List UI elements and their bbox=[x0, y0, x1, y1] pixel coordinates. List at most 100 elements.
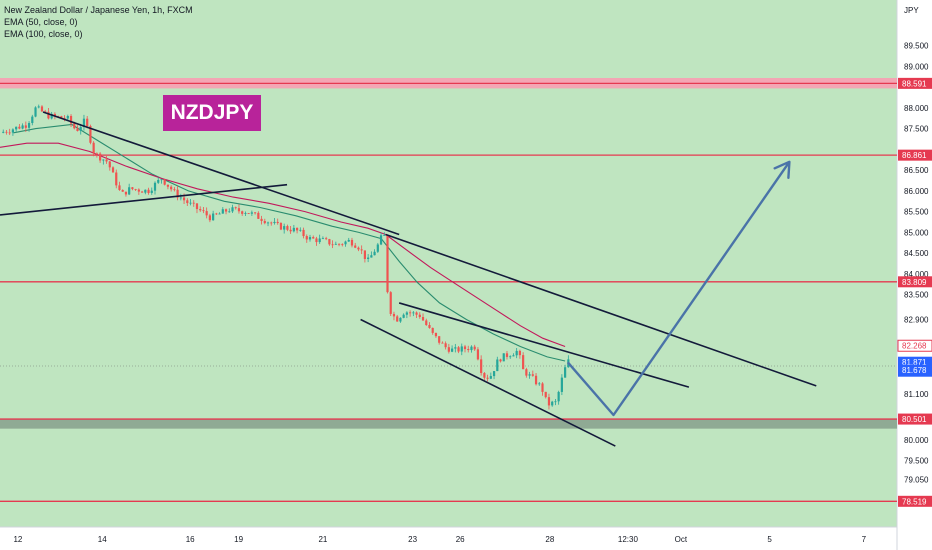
candle-body-132 bbox=[428, 324, 431, 328]
candle-body-151 bbox=[489, 376, 492, 379]
candle-body-88 bbox=[286, 226, 289, 230]
trend-line-1 bbox=[0, 183, 288, 216]
price-tick-0: 89.500 bbox=[904, 42, 929, 51]
candle-body-114 bbox=[370, 255, 373, 258]
trend-line-3 bbox=[398, 302, 690, 388]
price-tick-12: 81.100 bbox=[904, 390, 929, 399]
candle-body-134 bbox=[434, 332, 438, 337]
price-label-box-5 bbox=[898, 364, 932, 376]
price-label-box-0 bbox=[898, 77, 932, 89]
candle-body-172 bbox=[557, 391, 560, 402]
candle-body-11 bbox=[37, 106, 40, 108]
candle-body-28 bbox=[92, 142, 95, 154]
candle-body-152 bbox=[492, 371, 496, 377]
price-tick-3: 87.500 bbox=[904, 125, 929, 134]
candle-body-92 bbox=[299, 229, 302, 231]
candle-body-75 bbox=[244, 213, 247, 214]
chart-legend[interactable]: New Zealand Dollar / Japanese Yen, 1h, F… bbox=[4, 4, 193, 40]
projection-path bbox=[566, 161, 791, 417]
candle-body-34 bbox=[111, 167, 115, 173]
candle-body-113 bbox=[367, 257, 370, 259]
ema50-line bbox=[13, 123, 566, 362]
price-axis: 89.500 89.000 88.000 87.500 86.500 86.000 85.5… bbox=[904, 42, 929, 485]
price-labels: 88.59186.86183.80982.26881.87109:4981.67… bbox=[897, 77, 932, 507]
candle-body-1 bbox=[5, 131, 8, 133]
candle-body-141 bbox=[457, 347, 460, 352]
candle-body-126 bbox=[409, 312, 412, 314]
legend-ema50: EMA (50, close, 0) bbox=[4, 17, 78, 27]
candle-body-135 bbox=[438, 336, 441, 343]
candle-body-96 bbox=[312, 237, 315, 239]
candle-body-140 bbox=[454, 347, 457, 349]
candle-body-76 bbox=[247, 213, 250, 214]
candle-body-50 bbox=[163, 179, 166, 185]
candle-body-112 bbox=[363, 250, 366, 259]
candle-body-9 bbox=[31, 116, 34, 124]
candle-body-146 bbox=[473, 346, 476, 350]
candle-body-68 bbox=[221, 209, 224, 214]
candle-body-21 bbox=[69, 115, 73, 124]
candle-body-19 bbox=[63, 117, 66, 119]
candle-body-46 bbox=[150, 190, 153, 193]
projection-layer bbox=[566, 160, 791, 417]
candle-body-22 bbox=[73, 123, 76, 129]
candle-body-105 bbox=[341, 244, 344, 246]
candle-body-111 bbox=[360, 249, 363, 251]
candle-body-16 bbox=[53, 113, 56, 117]
candle-body-52 bbox=[170, 186, 173, 190]
candle-body-161 bbox=[522, 355, 525, 370]
candle-body-26 bbox=[86, 118, 89, 126]
candle-body-25 bbox=[82, 118, 86, 128]
time-scale-background[interactable] bbox=[0, 527, 897, 550]
legend-symbol: New Zealand Dollar / Japanese Yen, 1h, F… bbox=[4, 5, 193, 15]
candle-body-82 bbox=[266, 222, 270, 224]
time-tick-5: 23 bbox=[408, 535, 417, 544]
candle-body-137 bbox=[444, 343, 447, 348]
candle-body-81 bbox=[263, 220, 266, 224]
candle-body-159 bbox=[515, 350, 518, 356]
candle-body-56 bbox=[182, 197, 186, 201]
candle-body-139 bbox=[450, 348, 454, 352]
candle-body-158 bbox=[512, 355, 515, 357]
candle-body-6 bbox=[21, 125, 24, 129]
candle-body-115 bbox=[373, 251, 376, 256]
candle-body-36 bbox=[118, 185, 121, 190]
price-tick-1: 89.000 bbox=[904, 62, 929, 71]
candle-body-124 bbox=[402, 314, 405, 318]
time-tick-3: 19 bbox=[234, 535, 243, 544]
candle-body-143 bbox=[463, 346, 467, 350]
time-tick-1: 14 bbox=[98, 535, 107, 544]
candle-body-42 bbox=[137, 189, 140, 192]
candle-body-73 bbox=[237, 208, 241, 212]
candle-body-157 bbox=[509, 356, 512, 358]
ema-layer bbox=[0, 123, 566, 362]
candle-body-77 bbox=[250, 212, 253, 214]
time-tick-7: 28 bbox=[545, 535, 554, 544]
time-tick-2: 16 bbox=[186, 535, 195, 544]
price-tick-5: 86.000 bbox=[904, 187, 929, 196]
candle-body-48 bbox=[157, 179, 160, 183]
candle-body-12 bbox=[40, 106, 44, 112]
candle-body-43 bbox=[140, 191, 144, 193]
candle-body-119 bbox=[386, 235, 389, 293]
candle-body-57 bbox=[186, 200, 189, 204]
price-label-5: 81.678 bbox=[902, 366, 927, 375]
candle-body-67 bbox=[218, 213, 221, 215]
price-scale-background[interactable] bbox=[897, 0, 932, 550]
time-tick-10: 5 bbox=[767, 535, 772, 544]
candle-body-148 bbox=[480, 359, 483, 374]
candles-layer bbox=[2, 104, 570, 410]
candle-body-101 bbox=[328, 239, 331, 245]
candle-body-117 bbox=[379, 235, 383, 245]
candle-body-128 bbox=[415, 312, 418, 315]
candle-body-49 bbox=[160, 179, 163, 181]
candle-body-72 bbox=[234, 207, 237, 209]
candle-body-103 bbox=[334, 243, 337, 245]
candle-body-70 bbox=[228, 211, 231, 213]
candle-body-131 bbox=[425, 320, 428, 325]
price-tick-4: 86.500 bbox=[904, 166, 929, 175]
candle-body-90 bbox=[292, 227, 295, 232]
candle-body-171 bbox=[554, 401, 557, 403]
candle-body-29 bbox=[95, 153, 98, 155]
